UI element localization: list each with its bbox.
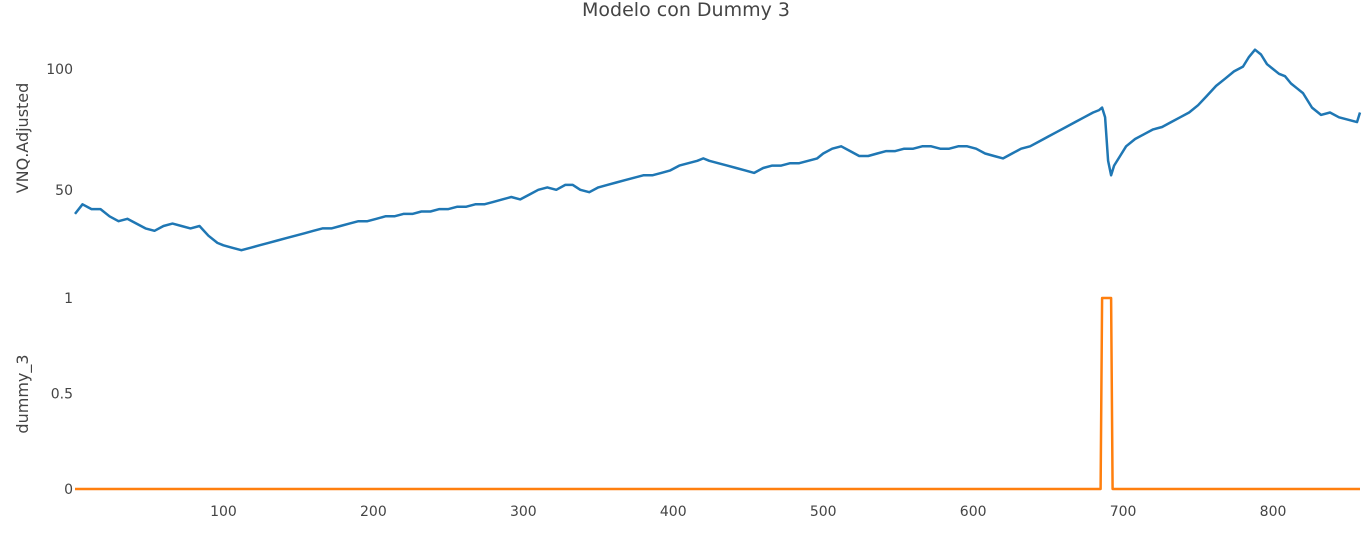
bottom-y-tick-label: 1: [64, 291, 73, 307]
x-tick-label: 400: [660, 504, 687, 520]
top-y-axis-title: VNQ.Adjusted: [13, 83, 32, 194]
bottom-y-tick-label: 0: [64, 482, 73, 498]
bottom-series-line: [75, 296, 1360, 491]
bottom-y-axis-title: dummy_3: [13, 354, 33, 433]
top-panel: 50 100: [46, 48, 1362, 252]
x-tick-label: 700: [1110, 504, 1137, 520]
chart-title: Modelo con Dummy 3: [582, 0, 790, 21]
top-series: [74, 48, 1362, 252]
bottom-series: [75, 296, 1360, 491]
x-tick-label: 500: [810, 504, 837, 520]
top-series-line: [74, 48, 1362, 252]
bottom-y-tick-label: 0.5: [51, 387, 73, 403]
top-y-tick-label: 100: [46, 62, 73, 78]
x-tick-label: 300: [510, 504, 537, 520]
x-tick-label: 600: [960, 504, 987, 520]
top-y-ticks: 50 100: [46, 62, 73, 199]
x-tick-label: 200: [360, 504, 387, 520]
top-y-tick-label: 50: [55, 183, 73, 199]
x-tick-label: 100: [210, 504, 237, 520]
bottom-y-ticks: 00.51: [51, 291, 73, 498]
x-axis-ticks: 100 200 300 400 500 600 700 800: [210, 504, 1286, 520]
x-tick-label: 800: [1260, 504, 1287, 520]
bottom-panel: 00.51 100 200 300 400 500 600 700 800: [51, 291, 1360, 520]
